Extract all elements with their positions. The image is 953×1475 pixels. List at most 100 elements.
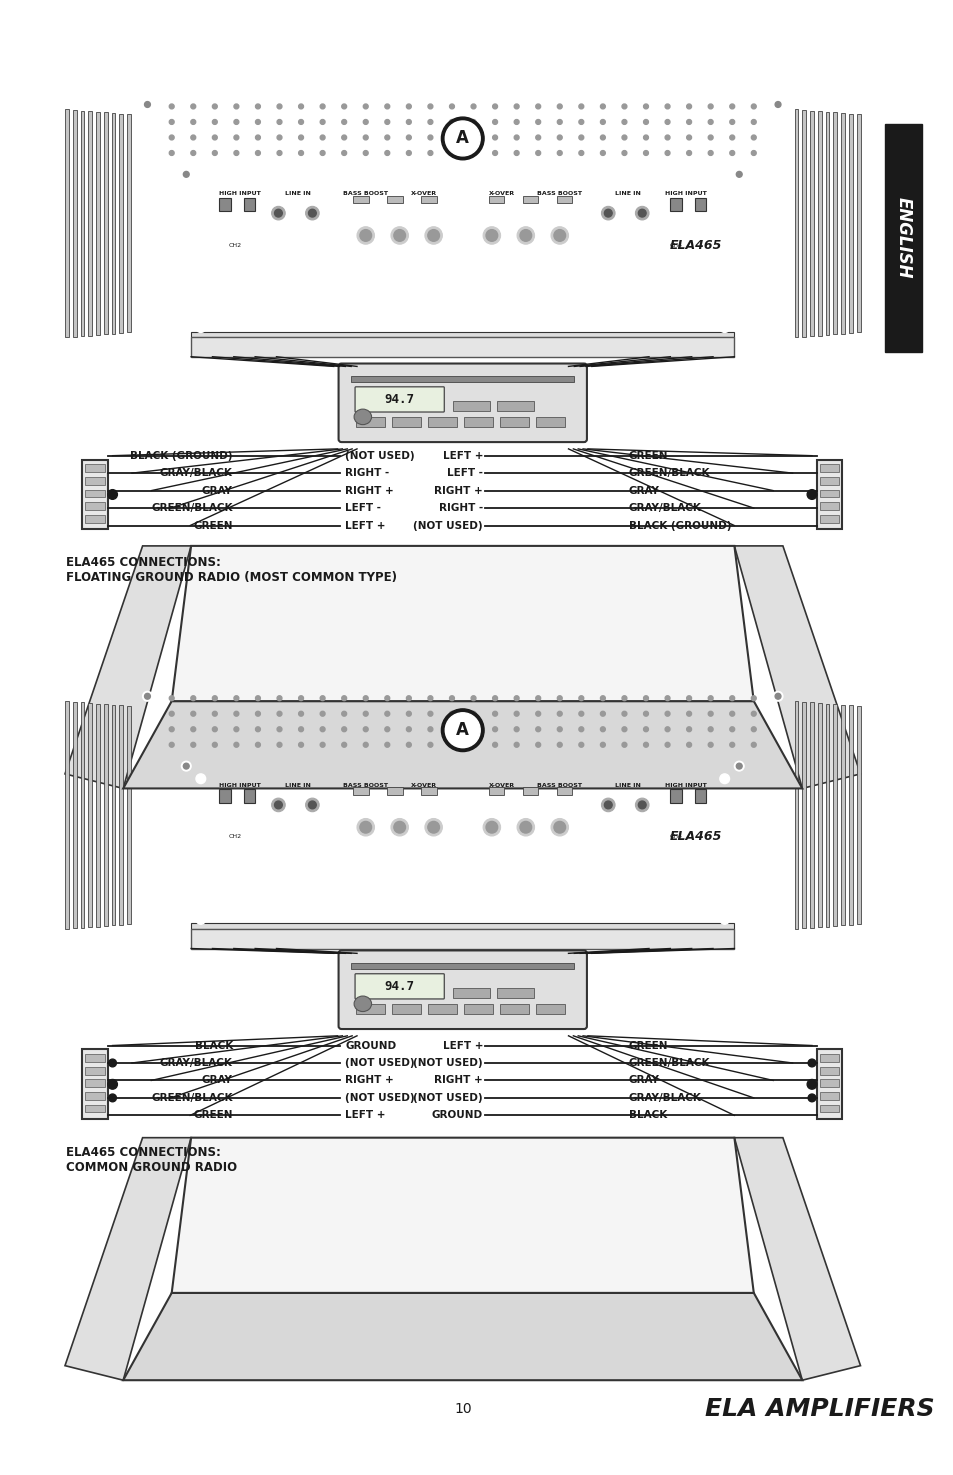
Text: LEFT -: LEFT - <box>345 503 381 513</box>
Text: BASS BOOST: BASS BOOST <box>343 783 388 788</box>
Circle shape <box>736 171 741 177</box>
Bar <box>819 1055 839 1062</box>
Circle shape <box>599 727 604 732</box>
Circle shape <box>384 711 390 717</box>
Bar <box>801 702 805 928</box>
Circle shape <box>384 742 390 748</box>
Circle shape <box>406 136 411 140</box>
Circle shape <box>621 742 626 748</box>
Circle shape <box>449 742 454 748</box>
Circle shape <box>424 819 442 836</box>
Circle shape <box>449 711 454 717</box>
Circle shape <box>551 227 568 245</box>
Circle shape <box>384 150 390 155</box>
Circle shape <box>471 150 476 155</box>
Circle shape <box>729 742 734 748</box>
Circle shape <box>492 727 497 732</box>
Bar <box>816 460 841 530</box>
Circle shape <box>394 230 405 242</box>
Circle shape <box>536 105 540 109</box>
Circle shape <box>729 727 734 732</box>
Circle shape <box>213 727 217 732</box>
Circle shape <box>449 105 454 109</box>
Circle shape <box>109 1094 116 1102</box>
Bar <box>85 1092 105 1100</box>
Circle shape <box>517 819 534 836</box>
Circle shape <box>514 742 518 748</box>
Text: LINE IN: LINE IN <box>614 192 639 196</box>
Circle shape <box>600 798 615 811</box>
Text: X-OVER: X-OVER <box>411 783 436 788</box>
Circle shape <box>578 105 583 109</box>
Text: X-OVER: X-OVER <box>488 783 514 788</box>
Circle shape <box>145 102 151 108</box>
Circle shape <box>643 150 648 155</box>
Circle shape <box>363 119 368 124</box>
Text: BASS BOOST: BASS BOOST <box>537 192 581 196</box>
Text: ELA465: ELA465 <box>669 239 721 252</box>
Bar <box>427 1004 456 1013</box>
Circle shape <box>298 742 303 748</box>
Text: RIGHT -: RIGHT - <box>438 503 482 513</box>
Bar <box>219 198 231 211</box>
Text: HIGH INPUT: HIGH INPUT <box>664 783 706 788</box>
Circle shape <box>428 105 433 109</box>
Circle shape <box>686 711 691 717</box>
Circle shape <box>707 727 712 732</box>
Circle shape <box>514 727 518 732</box>
Circle shape <box>169 696 174 701</box>
Circle shape <box>492 150 497 155</box>
Circle shape <box>578 696 583 701</box>
Circle shape <box>320 136 325 140</box>
Circle shape <box>406 105 411 109</box>
Bar <box>883 124 921 353</box>
Bar <box>85 465 105 472</box>
Circle shape <box>233 150 238 155</box>
Circle shape <box>363 696 368 701</box>
Circle shape <box>363 742 368 748</box>
Circle shape <box>554 230 565 242</box>
Bar <box>119 114 123 333</box>
Bar <box>119 705 123 925</box>
Circle shape <box>356 227 375 245</box>
Circle shape <box>428 150 433 155</box>
Circle shape <box>145 693 151 699</box>
Circle shape <box>406 711 411 717</box>
Circle shape <box>384 105 390 109</box>
Circle shape <box>394 822 405 833</box>
Circle shape <box>514 150 518 155</box>
Bar <box>72 111 76 336</box>
Circle shape <box>341 742 346 748</box>
Polygon shape <box>123 1294 801 1381</box>
Circle shape <box>599 150 604 155</box>
Bar <box>85 1066 105 1075</box>
Polygon shape <box>65 1137 191 1381</box>
Text: GROUND: GROUND <box>345 1040 396 1050</box>
Circle shape <box>578 136 583 140</box>
Circle shape <box>274 209 282 217</box>
Circle shape <box>492 742 497 748</box>
Bar <box>848 705 852 925</box>
Circle shape <box>191 105 195 109</box>
Circle shape <box>751 105 756 109</box>
Circle shape <box>363 150 368 155</box>
Circle shape <box>643 711 648 717</box>
Circle shape <box>686 742 691 748</box>
Circle shape <box>578 727 583 732</box>
Text: X-OVER: X-OVER <box>488 192 514 196</box>
Circle shape <box>635 207 648 220</box>
Bar <box>489 196 504 204</box>
Bar <box>819 1092 839 1100</box>
Circle shape <box>729 711 734 717</box>
Text: BASS BOOST: BASS BOOST <box>537 783 581 788</box>
Bar <box>85 1080 105 1087</box>
Bar <box>463 1004 493 1013</box>
Text: RIGHT +: RIGHT + <box>434 485 482 496</box>
Text: GREEN/BLACK: GREEN/BLACK <box>152 503 233 513</box>
Circle shape <box>391 819 408 836</box>
Circle shape <box>213 150 217 155</box>
Circle shape <box>643 742 648 748</box>
Text: RIGHT +: RIGHT + <box>434 1075 482 1086</box>
Circle shape <box>320 105 325 109</box>
Bar <box>694 198 705 211</box>
